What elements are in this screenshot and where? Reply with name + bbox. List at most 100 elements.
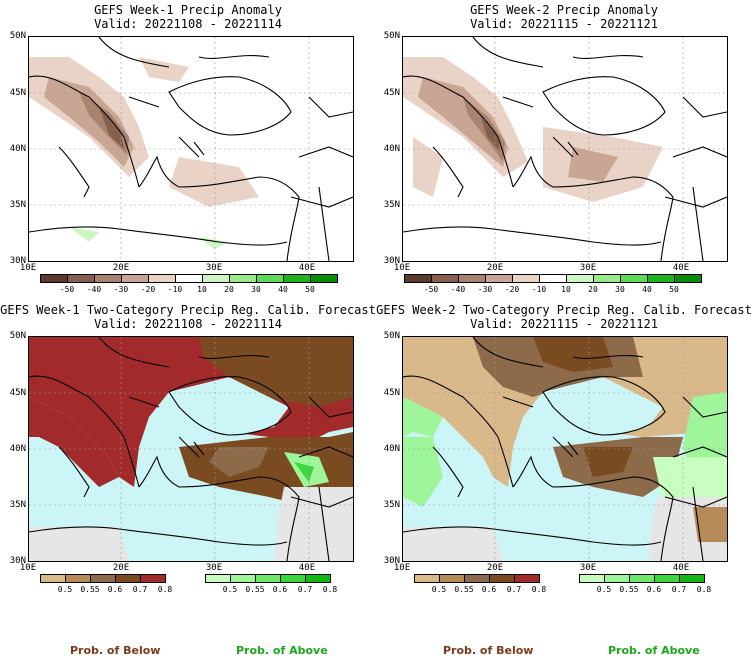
colorbar-tick-label: 50	[669, 285, 679, 294]
colorbar-tick-label: 0.6	[107, 585, 123, 594]
lon-label: 20E	[112, 563, 130, 573]
lon-label: 40E	[672, 563, 690, 573]
colorbar-swatch	[414, 574, 440, 583]
colorbar-swatch	[629, 574, 655, 583]
map-lines	[29, 337, 353, 561]
colorbar-swatch	[604, 574, 630, 583]
lat-label: 40N	[9, 444, 26, 454]
colorbar-swatch	[94, 274, 122, 283]
lat-label: 30N	[383, 256, 400, 266]
colorbar-tick-label: 30	[251, 285, 261, 294]
map-lines	[29, 37, 353, 261]
panel-week1-probability: GEFS Week-1 Two-Category Precip Reg. Cal…	[0, 300, 376, 600]
lon-label: 10E	[393, 263, 411, 273]
lat-label: 45N	[9, 388, 26, 398]
lon-label: 20E	[486, 563, 504, 573]
lat-label: 35N	[383, 500, 400, 510]
lat-label: 45N	[383, 88, 400, 98]
colorbar-swatch	[90, 574, 116, 583]
lat-label: 50N	[9, 31, 26, 41]
colorbar-tick-label: -30	[113, 285, 129, 294]
colorbar-tick-label: 0.7	[132, 585, 148, 594]
colorbar-tick-label: 20	[588, 285, 598, 294]
prob-above-label: Prob. of Above	[608, 644, 700, 657]
lat-label: 30N	[9, 556, 26, 566]
panel-title: GEFS Week-1 Two-Category Precip Reg. Cal…	[0, 303, 376, 317]
panel-title: GEFS Week-2 Two-Category Precip Reg. Cal…	[376, 303, 752, 317]
prob-above-label: Prob. of Above	[236, 644, 328, 657]
colorbar-swatch	[489, 574, 515, 583]
colorbar-swatch	[255, 574, 281, 583]
lon-label: 40E	[672, 263, 690, 273]
panel-week2-probability: GEFS Week-2 Two-Category Precip Reg. Cal…	[376, 300, 752, 600]
colorbar-tick-label: 0.5	[222, 585, 238, 594]
colorbar-tick-label: -40	[450, 285, 466, 294]
lon-label: 10E	[393, 563, 411, 573]
colorbar-tick-label: -20	[504, 285, 520, 294]
colorbar-tick-label: -50	[423, 285, 439, 294]
lat-label: 35N	[9, 500, 26, 510]
colorbar-swatch	[539, 274, 567, 283]
lon-label: 10E	[19, 263, 37, 273]
lon-label: 40E	[298, 563, 316, 573]
colorbar-tick-label: 0.8	[531, 585, 547, 594]
lon-label: 10E	[19, 563, 37, 573]
colorbar-swatch	[256, 274, 284, 283]
colorbar-tick-label: -10	[167, 285, 183, 294]
colorbar-swatch	[305, 574, 331, 583]
colorbar-swatch	[175, 274, 203, 283]
colorbar-swatch	[230, 574, 256, 583]
prob-below-label: Prob. of Below	[443, 644, 534, 657]
colorbar-tick-label: 0.5	[57, 585, 73, 594]
colorbar-tick-label: 30	[615, 285, 625, 294]
colorbar-tick-label: -10	[531, 285, 547, 294]
lat-label: 30N	[383, 556, 400, 566]
colorbar-tick-label: -40	[86, 285, 102, 294]
lon-label: 30E	[205, 263, 223, 273]
colorbar-swatch	[579, 574, 605, 583]
colorbar-tick-label: 0.6	[646, 585, 662, 594]
colorbar-tick-label: 50	[305, 285, 315, 294]
panel-week2-anomaly: GEFS Week-2 Precip Anomaly Valid: 202211…	[376, 0, 752, 300]
panel-title: GEFS Week-2 Precip Anomaly	[470, 3, 658, 17]
anomaly-colorbar: -50 -40 -30 -20 -10 10 20 30 40 50	[40, 274, 356, 296]
colorbar-tick-label: 0.7	[671, 585, 687, 594]
anomaly-colorbar: -50 -40 -30 -20 -10 10 20 30 40 50	[404, 274, 720, 296]
lat-label: 35N	[9, 200, 26, 210]
lat-lon-grid	[403, 37, 727, 261]
lon-label: 20E	[112, 263, 130, 273]
colorbar-swatch	[431, 274, 459, 283]
panel-week1-anomaly: GEFS Week-1 Precip Anomaly Valid: 202211…	[0, 0, 376, 300]
colorbar-swatch	[566, 274, 594, 283]
colorbar-swatch	[310, 274, 338, 283]
colorbar-swatch	[679, 574, 705, 583]
prob-above-colorbar: 0.5 0.55 0.6 0.7 0.8	[205, 574, 355, 596]
coastlines-and-borders	[403, 37, 727, 261]
colorbar-swatch	[514, 574, 540, 583]
colorbar-tick-label: 20	[224, 285, 234, 294]
colorbar-swatch	[229, 274, 257, 283]
coastlines-and-borders	[403, 337, 727, 561]
anomaly-map-week2	[402, 36, 728, 262]
panel-subtitle: Valid: 20221108 - 20221114	[94, 17, 282, 31]
colorbar-swatch	[404, 274, 432, 283]
colorbar-swatch	[202, 274, 230, 283]
map-lines	[403, 337, 727, 561]
lat-label: 50N	[383, 331, 400, 341]
colorbar-swatch	[205, 574, 231, 583]
colorbar-swatch	[148, 274, 176, 283]
colorbar-tick-label: 0.55	[80, 585, 100, 594]
colorbar-tick-label: 0.8	[322, 585, 338, 594]
anomaly-map-week1	[28, 36, 354, 262]
colorbar-tick-label: 0.6	[481, 585, 497, 594]
lon-label: 30E	[579, 563, 597, 573]
colorbar-tick-label: 10	[197, 285, 207, 294]
colorbar-tick-label: 10	[561, 285, 571, 294]
colorbar-tick-label: 0.6	[272, 585, 288, 594]
colorbar-swatch	[647, 274, 675, 283]
colorbar-tick-label: 0.7	[506, 585, 522, 594]
lon-label: 20E	[486, 263, 504, 273]
colorbar-tick-label: 0.55	[454, 585, 474, 594]
colorbar-tick-label: 0.5	[431, 585, 447, 594]
colorbar-tick-label: 0.8	[696, 585, 712, 594]
